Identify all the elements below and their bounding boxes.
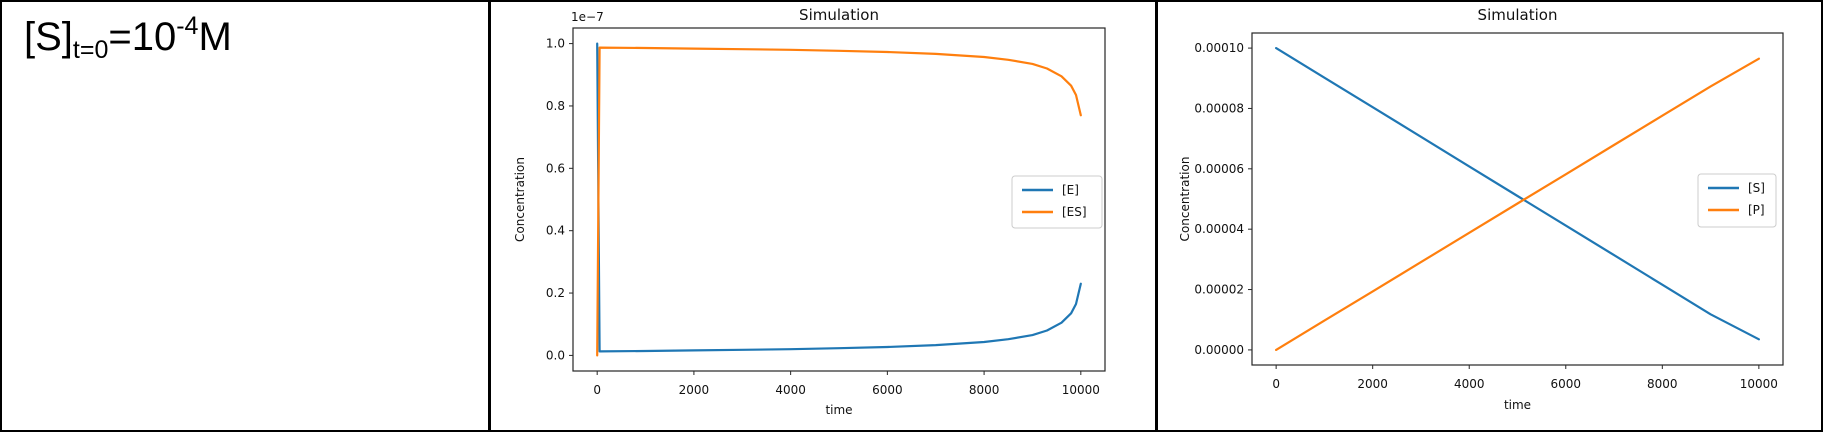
series-line-E bbox=[596, 42, 1082, 353]
x-tick-label: 8000 bbox=[969, 383, 1000, 397]
y-axis-label: Concentration bbox=[1178, 157, 1192, 242]
x-tick-label: 2000 bbox=[1357, 377, 1388, 391]
y-axis-label: Concentration bbox=[513, 157, 527, 242]
y-tick-label: 0.00000 bbox=[1194, 343, 1244, 357]
x-tick-label: 8000 bbox=[1647, 377, 1678, 391]
legend-label-P: [P] bbox=[1748, 203, 1765, 217]
y-tick-label: 0.00004 bbox=[1194, 222, 1244, 236]
y-tick-label: 0.8 bbox=[546, 99, 565, 113]
y-tick-label: 0.6 bbox=[546, 161, 565, 175]
formula-subscript: t=0 bbox=[72, 36, 109, 64]
plot-title: Simulation bbox=[799, 6, 879, 24]
series-line-ES bbox=[596, 46, 1082, 357]
legend-box bbox=[1011, 175, 1103, 229]
initial-substrate-formula: [S]t=0=10-4M bbox=[24, 12, 232, 65]
formula-base: [S] bbox=[24, 15, 73, 59]
enzyme-complex-plot-cell: 0 2000 4000 6000 8000 10000 0.0 0.2 0.4 0.6 0.8 1.0… bbox=[488, 2, 1155, 430]
series-line-S bbox=[1274, 46, 1761, 341]
x-tick-label: 0 bbox=[593, 383, 601, 397]
y-axis-offset-text: 1e−7 bbox=[571, 10, 604, 24]
x-tick-label: 10000 bbox=[1740, 377, 1778, 391]
x-axis-label: time bbox=[825, 403, 852, 417]
x-axis-label: time bbox=[1504, 398, 1531, 412]
condition-cell: [S]t=0=10-4M bbox=[2, 2, 488, 430]
formula-unit: M bbox=[198, 15, 232, 59]
plot-axes-frame bbox=[1251, 32, 1784, 366]
simulation-plot-e-es: 0 2000 4000 6000 8000 10000 0.0 0.2 0.4 0.6 0.8 1.0… bbox=[513, 6, 1106, 417]
y-tick-label: 1.0 bbox=[546, 37, 565, 51]
y-tick-label: 0.4 bbox=[546, 224, 565, 238]
plot-title: Simulation bbox=[1478, 6, 1558, 24]
x-tick-label: 0 bbox=[1272, 377, 1280, 391]
x-tick-label: 4000 bbox=[775, 383, 806, 397]
x-tick-label: 6000 bbox=[1550, 377, 1581, 391]
x-tick-label: 10000 bbox=[1062, 383, 1100, 397]
y-tick-label: 0.00002 bbox=[1194, 283, 1244, 297]
y-tick-label: 0.0 bbox=[546, 348, 565, 362]
formula-superscript: -4 bbox=[176, 12, 199, 40]
legend-label-E: [E] bbox=[1062, 183, 1079, 197]
legend-label-ES: [ES] bbox=[1062, 205, 1087, 219]
x-tick-label: 6000 bbox=[872, 383, 903, 397]
legend-label-S: [S] bbox=[1748, 181, 1765, 195]
substrate-product-plot-cell: 0 2000 4000 6000 8000 10000 0.00000 0.00002 0.00… bbox=[1155, 2, 1821, 430]
y-tick-label: 0.00006 bbox=[1194, 162, 1244, 176]
simulation-plot-s-p: 0 2000 4000 6000 8000 10000 0.00000 0.00002 0.00… bbox=[1178, 6, 1784, 412]
plot-axes-frame bbox=[572, 27, 1106, 372]
x-tick-label: 2000 bbox=[679, 383, 710, 397]
y-tick-label: 0.2 bbox=[546, 286, 565, 300]
series-line-P bbox=[1274, 57, 1761, 351]
y-tick-label: 0.00008 bbox=[1194, 101, 1244, 115]
formula-equals: =10 bbox=[108, 15, 177, 59]
y-tick-label: 0.00010 bbox=[1194, 41, 1244, 55]
x-tick-label: 4000 bbox=[1454, 377, 1485, 391]
